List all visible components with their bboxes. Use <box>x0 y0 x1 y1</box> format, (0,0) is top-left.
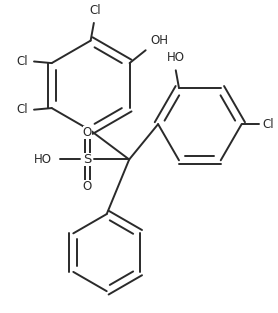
Text: S: S <box>83 153 92 166</box>
Text: O: O <box>83 180 92 193</box>
Text: HO: HO <box>167 51 185 64</box>
Text: O: O <box>83 126 92 139</box>
Text: Cl: Cl <box>262 118 274 131</box>
Text: Cl: Cl <box>90 3 101 17</box>
Text: Cl: Cl <box>16 103 28 116</box>
Text: Cl: Cl <box>16 55 28 68</box>
Text: HO: HO <box>34 153 52 166</box>
Text: OH: OH <box>150 34 168 47</box>
